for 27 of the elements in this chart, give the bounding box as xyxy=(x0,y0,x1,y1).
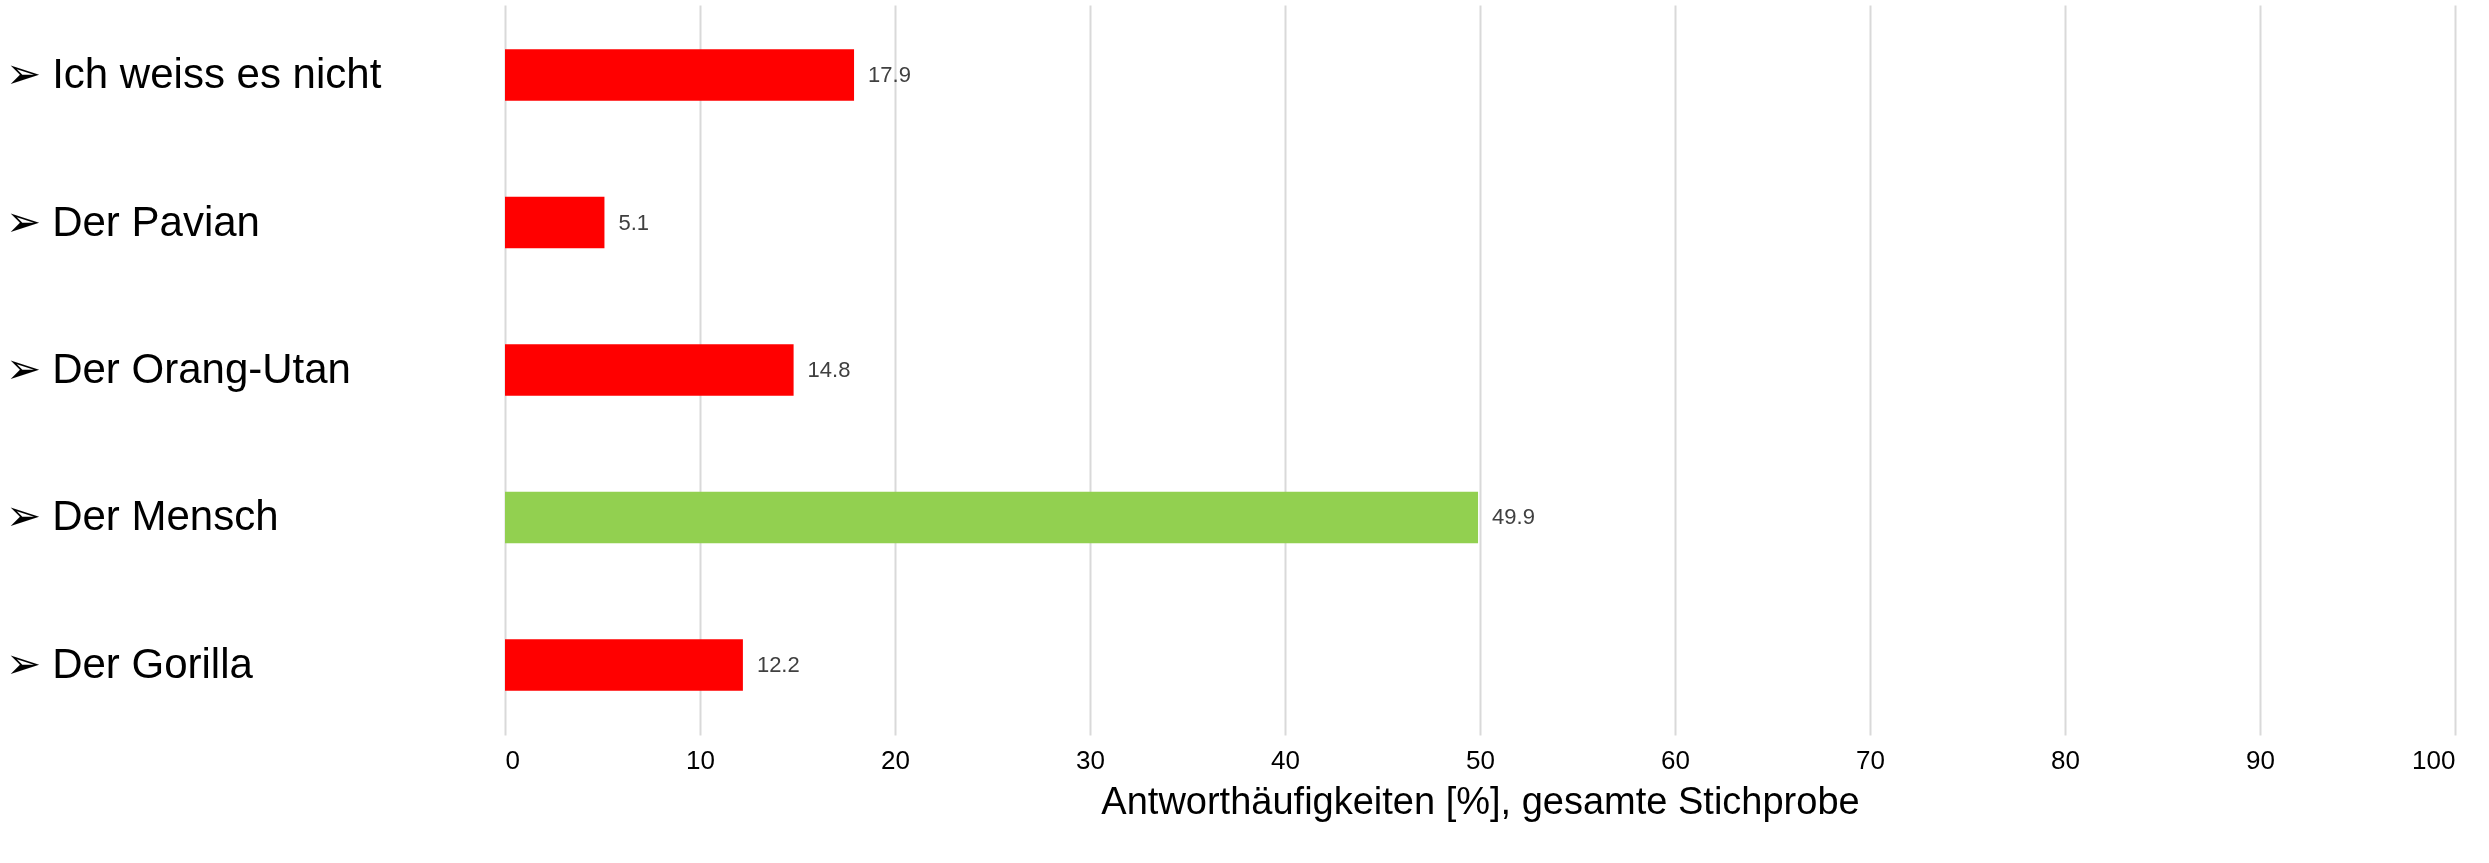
y-tick-label: ➢ Der Pavian xyxy=(5,197,260,245)
x-tick-label: 70 xyxy=(1856,744,1885,775)
data-label: 5.1 xyxy=(618,209,650,235)
bar xyxy=(505,639,743,691)
data-label: 49.9 xyxy=(1492,504,1535,530)
bar xyxy=(505,196,605,249)
y-tick-label: ➢ Ich weiss es nicht xyxy=(5,50,382,98)
x-tick-label: 20 xyxy=(881,744,910,775)
y-tick-label: ➢ Der Orang-Utan xyxy=(5,345,351,392)
bar xyxy=(505,344,794,396)
x-tick-label: 60 xyxy=(1661,744,1690,775)
x-tick-label: 80 xyxy=(2051,744,2080,775)
y-tick-label: ➢ Der Gorilla xyxy=(5,639,254,687)
bar xyxy=(505,49,855,101)
data-label: 17.9 xyxy=(868,62,911,88)
x-tick-label: 10 xyxy=(686,744,715,775)
x-tick-label: 30 xyxy=(1076,744,1105,775)
y-tick-label: ➢ Der Mensch xyxy=(5,492,279,540)
data-label: 12.2 xyxy=(756,651,800,677)
x-tick-label: 90 xyxy=(2246,744,2275,775)
x-tick-label: 40 xyxy=(1271,744,1300,775)
x-tick-label: 100 xyxy=(2412,744,2456,775)
x-tick-label: 0 xyxy=(505,744,520,775)
x-tick-label: 50 xyxy=(1466,744,1495,775)
bar xyxy=(505,491,1479,544)
x-axis-title: Antworthäufigkeiten [%], gesamte Stichprobe xyxy=(1101,779,1860,822)
data-label: 14.8 xyxy=(807,357,851,382)
